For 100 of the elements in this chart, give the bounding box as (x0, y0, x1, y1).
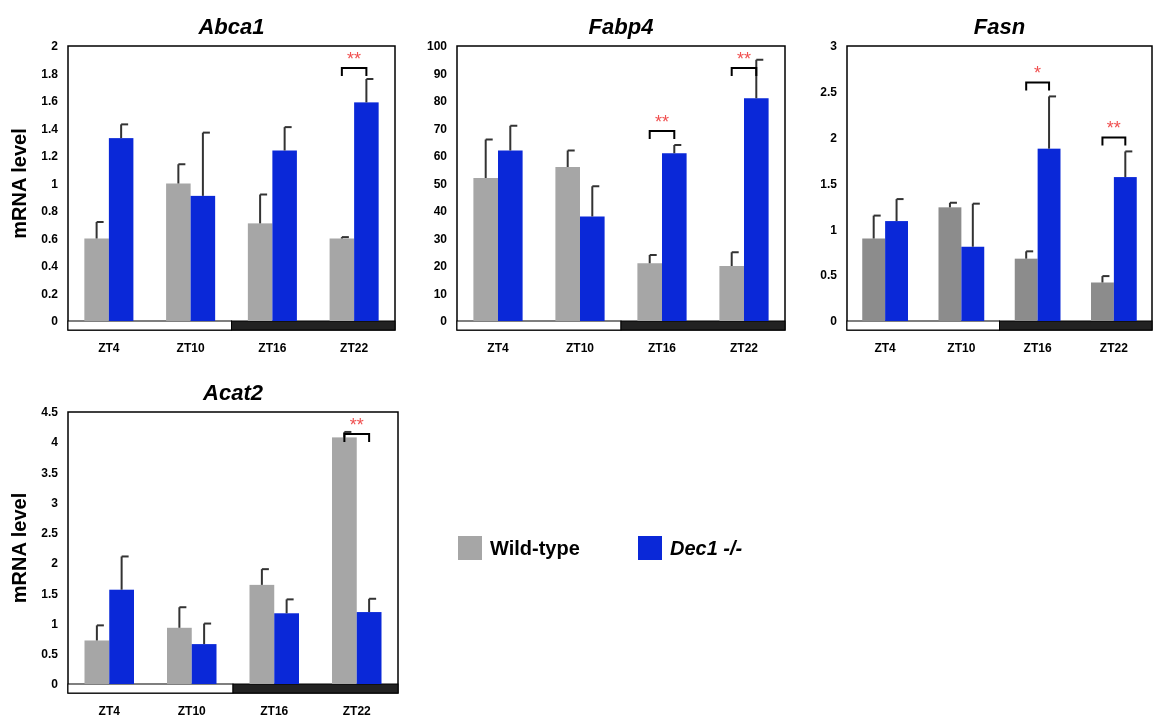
x-tick-label: ZT10 (176, 341, 205, 355)
y-tick-label: 70 (433, 121, 448, 136)
y-tick-label: 1.2 (41, 149, 59, 164)
y-tick-label: 0 (830, 314, 838, 329)
y-tick-label: 1.5 (820, 176, 838, 191)
bar (354, 102, 379, 321)
chart-title: Fabp4 (588, 14, 654, 39)
annotation: ** (736, 49, 752, 69)
y-tick-label: 3 (51, 495, 59, 510)
y-axis-title: mRNA level (8, 492, 30, 604)
y-tick-label: 3 (830, 39, 838, 54)
bar (1113, 177, 1137, 321)
bar (637, 263, 662, 321)
y-tick-label: 4 (51, 435, 59, 450)
bar (247, 223, 273, 321)
bar (84, 640, 110, 684)
y-tick-label: 2.5 (41, 526, 59, 541)
bar (473, 178, 498, 321)
x-tick-label: ZT4 (487, 341, 509, 355)
bar (862, 238, 886, 321)
y-tick-label: 1.4 (41, 121, 59, 136)
x-tick-label: ZT22 (729, 341, 759, 355)
y-tick-label: 2 (830, 130, 838, 145)
y-tick-label: 2.5 (820, 85, 838, 100)
x-tick-label: ZT16 (1023, 341, 1052, 355)
y-tick-label: 40 (433, 204, 448, 219)
legend-label: Dec1 -/- (670, 537, 743, 559)
bar (190, 195, 216, 321)
y-tick-label: 3.5 (41, 465, 59, 480)
y-tick-label: 0.5 (820, 268, 838, 283)
y-tick-label: 1.5 (41, 586, 59, 601)
y-tick-label: 60 (433, 149, 448, 164)
y-tick-label: 0.6 (41, 231, 59, 246)
x-tick-label: ZT16 (647, 341, 677, 355)
bar (580, 216, 605, 321)
bar (167, 627, 192, 684)
y-tick-label: 2 (51, 556, 59, 571)
bar (662, 153, 687, 321)
annotation: * (1034, 63, 1042, 84)
bar (109, 589, 134, 684)
bar (249, 584, 275, 684)
bar (885, 221, 908, 321)
y-tick-label: 0 (51, 677, 59, 692)
x-tick-label: ZT16 (258, 341, 287, 355)
annotation: ** (654, 112, 670, 132)
y-tick-label: 1.6 (41, 94, 59, 109)
x-tick-label: ZT16 (260, 704, 289, 718)
bar (108, 138, 134, 321)
y-tick-label: 4.5 (41, 405, 59, 420)
y-tick-label: 1.8 (41, 66, 59, 81)
bar (356, 612, 382, 684)
y-axis-title: mRNA level (8, 128, 30, 239)
y-tick-label: 20 (433, 259, 448, 274)
annotation: ** (1106, 118, 1121, 139)
y-tick-label: 1 (51, 616, 59, 631)
y-tick-label: 10 (433, 286, 448, 301)
bar (1091, 282, 1114, 321)
x-tick-label: ZT22 (342, 704, 372, 718)
bar (166, 183, 191, 321)
y-tick-label: 0.2 (41, 286, 59, 301)
bar (272, 150, 297, 321)
y-tick-label: 0 (51, 314, 59, 329)
x-tick-label: ZT4 (98, 704, 121, 718)
bar (744, 98, 769, 321)
bar (191, 644, 217, 684)
bar (498, 150, 523, 321)
bar (329, 238, 355, 321)
y-tick-label: 50 (433, 176, 448, 191)
chart-title: Acat2 (202, 380, 264, 405)
y-tick-label: 2 (51, 39, 59, 54)
y-tick-label: 0.5 (41, 646, 59, 661)
bar (1014, 258, 1038, 321)
bar (84, 238, 109, 321)
bar (274, 613, 299, 684)
y-tick-label: 0 (440, 314, 448, 329)
bar (719, 266, 744, 321)
x-tick-label: ZT10 (177, 704, 207, 718)
y-tick-label: 0.4 (41, 259, 59, 274)
annotation: ** (347, 49, 362, 69)
x-tick-label: ZT10 (947, 341, 976, 355)
y-tick-label: 1 (830, 222, 838, 237)
y-tick-label: 90 (433, 66, 448, 81)
bar (555, 167, 580, 321)
x-tick-label: ZT22 (340, 341, 369, 355)
x-tick-label: ZT22 (1099, 341, 1129, 355)
x-tick-label: ZT10 (565, 341, 595, 355)
y-tick-label: 80 (433, 94, 448, 109)
chart-title: Abca1 (197, 14, 265, 39)
bar (938, 207, 962, 321)
y-tick-label: 30 (433, 231, 448, 246)
legend-label: Wild-type (490, 537, 580, 559)
chart-title: Fasn (973, 14, 1026, 39)
annotation: ** (349, 415, 364, 435)
y-tick-label: 0.8 (41, 204, 59, 219)
x-tick-label: ZT4 (874, 341, 897, 355)
bar (1037, 148, 1061, 321)
bar (961, 246, 985, 321)
y-tick-label: 100 (426, 39, 448, 54)
y-tick-label: 1 (51, 176, 59, 191)
x-tick-label: ZT4 (98, 341, 120, 355)
